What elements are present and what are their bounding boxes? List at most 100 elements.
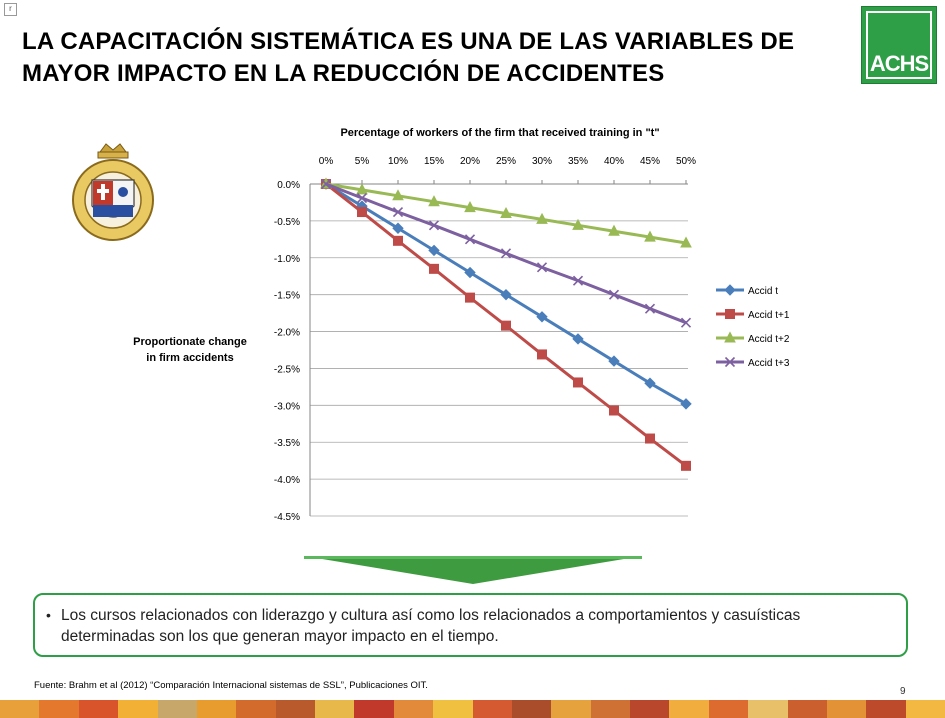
data-point-1 [608,355,620,367]
data-point-3 [464,201,476,213]
chart-title: Percentage of workers of the firm that r… [340,127,659,139]
slide-title: LA CAPACITACIÓN SISTEMÁTICA ES UNA DE LA… [22,28,795,87]
data-point-4 [644,303,656,314]
legend-marker-4 [724,356,736,368]
legend-marker-1 [724,284,736,296]
data-point-3 [572,218,584,230]
y-tick-label: -2.5% [274,364,300,375]
data-point-1 [464,266,476,279]
legend-label-2: Accid t+1 [748,310,790,321]
legend-label-3: Accid t+2 [748,334,790,345]
bottom-bar-segment [78,700,119,718]
data-point-1 [428,244,440,257]
data-point-3 [500,206,512,219]
bottom-bar-segment [118,700,158,718]
bullet-icon: • [46,607,51,623]
x-tick-label: 35% [568,156,588,167]
y-tick-label: 0.0% [277,180,300,191]
data-point-1 [572,333,584,345]
data-point-4 [428,220,440,231]
y-axis-label: Proportionate change [133,336,247,348]
plot-area [310,184,688,516]
data-point-1 [392,222,404,234]
bottom-bar-segment [472,700,512,718]
data-point-1 [500,288,512,301]
bottom-bar-segment [551,700,591,718]
bottom-bar-segment [236,700,276,718]
data-point-3 [392,189,404,201]
x-tick-label: 30% [532,156,552,167]
data-point-3 [608,224,620,236]
bottom-bar-segment [511,700,552,718]
decorative-bottom-bar [0,700,945,718]
page-number: 9 [900,686,906,697]
data-point-2 [537,349,547,360]
key-takeaway-box: • Los cursos relacionados con liderazgo … [33,593,908,657]
bottom-bar-segment [39,700,79,718]
data-point-2 [681,460,691,471]
bottom-bar-segment [275,700,315,718]
down-arrow-icon [304,556,642,584]
y-tick-label: -2.0% [274,328,300,339]
data-point-4 [572,275,584,286]
data-point-3 [644,230,656,242]
data-point-3 [428,195,440,207]
x-tick-label: 0% [319,156,334,167]
x-tick-label: 5% [355,156,370,167]
x-tick-label: 50% [676,156,696,167]
bottom-bar-segment [590,700,630,718]
data-point-2 [645,433,655,444]
y-tick-label: -4.0% [274,475,300,486]
corner-mark: r [4,3,17,16]
data-point-2 [465,292,475,303]
data-point-1 [680,398,692,410]
data-point-4 [392,206,404,218]
bottom-bar-segment [787,700,827,718]
bottom-bar-segment [669,700,709,718]
bottom-bar-segment [630,700,670,718]
source-citation: Fuente: Brahm et al (2012) “Comparación … [34,680,428,691]
data-point-2 [429,263,439,274]
data-point-3 [356,183,368,195]
data-point-2 [573,377,583,388]
achs-logo: ACHS [861,6,937,84]
x-tick-label: 15% [424,156,444,167]
x-tick-label: 40% [604,156,624,167]
data-point-1 [644,377,656,389]
bottom-bar-segment [315,700,355,718]
line-chart: 0.0% -0.5% -1.0% -1.5% -2.0% -2.5% -3.0% -3.5% -… [133,127,790,523]
data-point-1 [536,311,548,323]
legend-marker-3 [724,331,736,343]
data-point-4 [608,289,620,300]
data-point-4 [356,192,368,204]
data-point-4 [464,234,476,245]
y-tick-label: -1.5% [274,291,300,302]
data-point-2 [357,207,367,218]
bottom-bar-segment [433,700,473,718]
bottom-bar-segment [196,700,237,718]
x-tick-label: 10% [388,156,408,167]
data-point-3 [680,236,692,248]
y-tick-label: -3.0% [274,401,300,412]
x-tick-label: 25% [496,156,516,167]
bottom-bar-segment [748,700,788,718]
achs-logo-text: ACHS [869,51,929,76]
bottom-bar-segment [905,700,945,718]
bottom-bar-segment [354,700,394,718]
data-point-2 [609,405,619,416]
y-tick-label: -0.5% [274,217,300,228]
data-point-4 [536,262,548,273]
data-point-4 [500,248,512,259]
data-point-3 [536,212,548,224]
university-seal-icon [72,143,154,241]
y-tick-label: -1.0% [274,254,300,265]
x-tick-label: 20% [460,156,480,167]
y-axis-label: in firm accidents [146,352,233,364]
y-tick-label: -3.5% [274,438,300,449]
data-point-2 [501,320,511,331]
bottom-bar-segment [0,700,40,718]
x-tick-label: 45% [640,156,660,167]
bottom-bar-segment [708,700,749,718]
legend-marker-2 [725,309,735,319]
data-point-2 [393,235,403,246]
